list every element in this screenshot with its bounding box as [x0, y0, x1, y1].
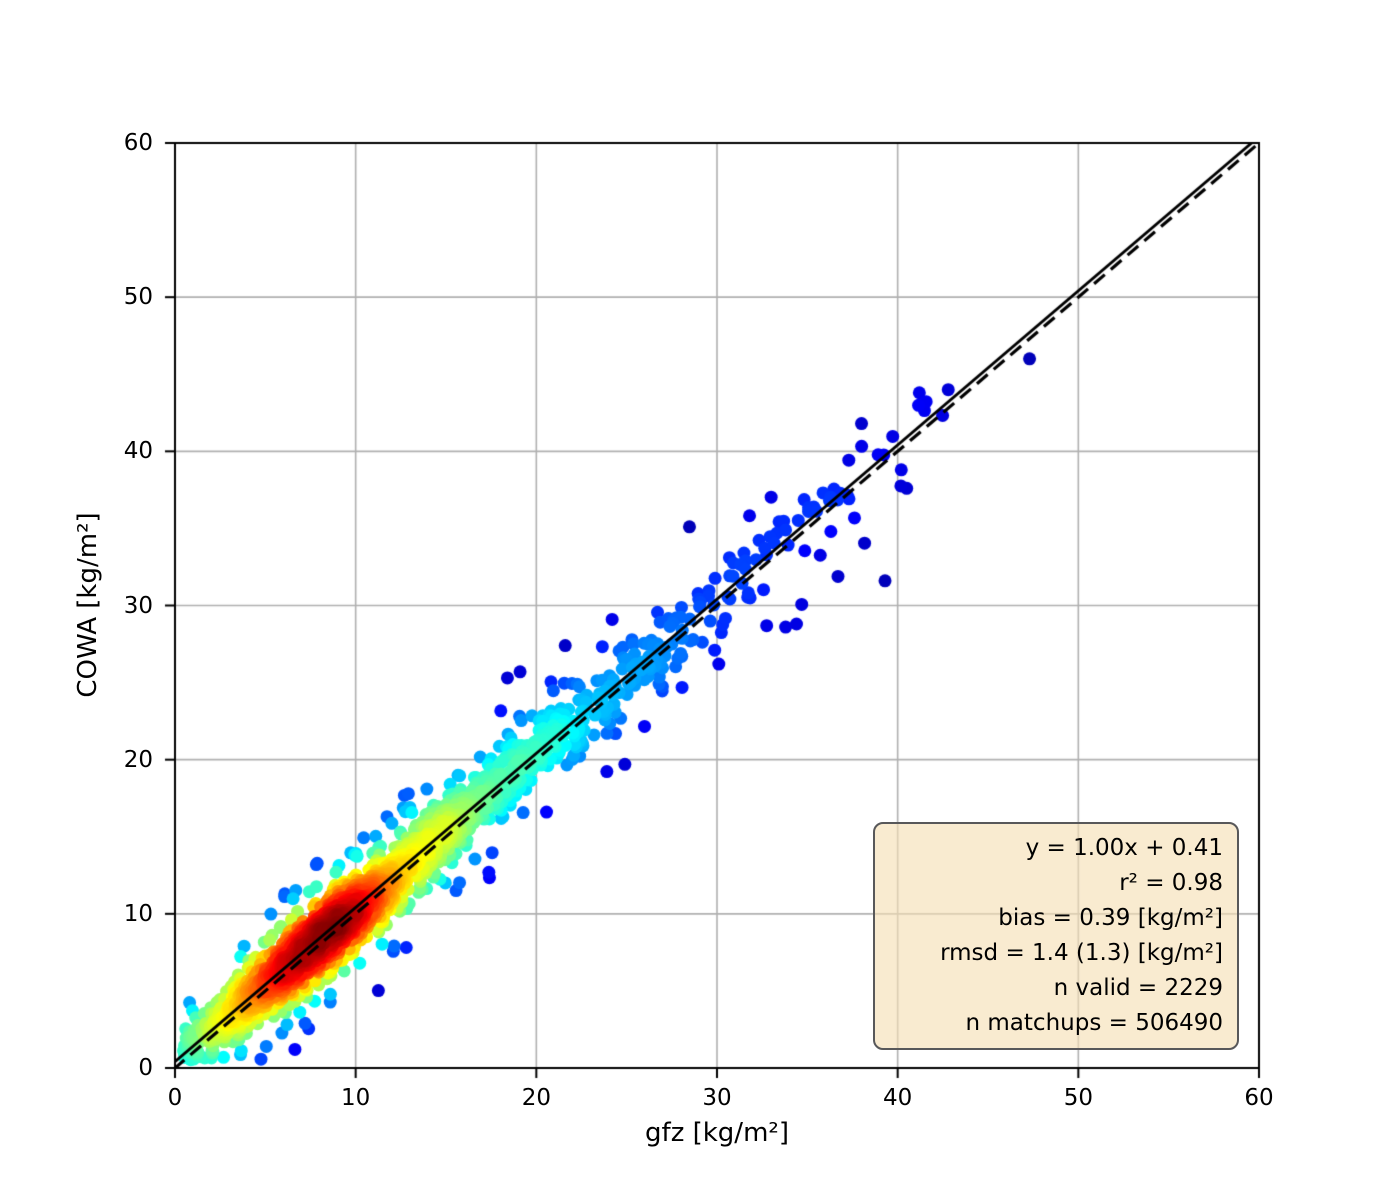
- x-tick-label-0: 0: [167, 1085, 183, 1111]
- y-tick-label-20: 20: [123, 746, 153, 773]
- x-tick-label-40: 40: [883, 1085, 913, 1111]
- y-tick-label-60: 60: [123, 130, 153, 156]
- stats-fit-equation: y = 1.00x + 0.41: [1025, 835, 1223, 861]
- stats-rmsd: rmsd = 1.4 (1.3) [kg/m²]: [940, 940, 1223, 966]
- x-tick-label-20: 20: [521, 1085, 551, 1111]
- x-tick-label-60: 60: [1244, 1085, 1274, 1111]
- stats-n-matchups: n matchups = 506490: [965, 1010, 1223, 1036]
- x-tick-label-50: 50: [1063, 1085, 1093, 1111]
- y-tick-label-30: 30: [123, 592, 153, 619]
- y-tick-label-0: 0: [138, 1055, 153, 1081]
- x-axis-label: gfz [kg/m²]: [645, 1118, 789, 1148]
- stats-r-squared: r² = 0.98: [1119, 870, 1223, 896]
- stats-bias: bias = 0.39 [kg/m²]: [998, 905, 1223, 931]
- stats-box: y = 1.00x + 0.41 r² = 0.98 bias = 0.39 […: [873, 822, 1239, 1050]
- y-axis-label: COWA [kg/m²]: [73, 512, 103, 698]
- y-tick-label-40: 40: [123, 438, 153, 465]
- y-tick-label-50: 50: [123, 284, 153, 311]
- y-tick-label-10: 10: [123, 900, 153, 927]
- stats-n-valid: n valid = 2229: [1053, 975, 1223, 1001]
- x-tick-label-30: 30: [702, 1085, 732, 1111]
- x-tick-label-10: 10: [341, 1085, 371, 1111]
